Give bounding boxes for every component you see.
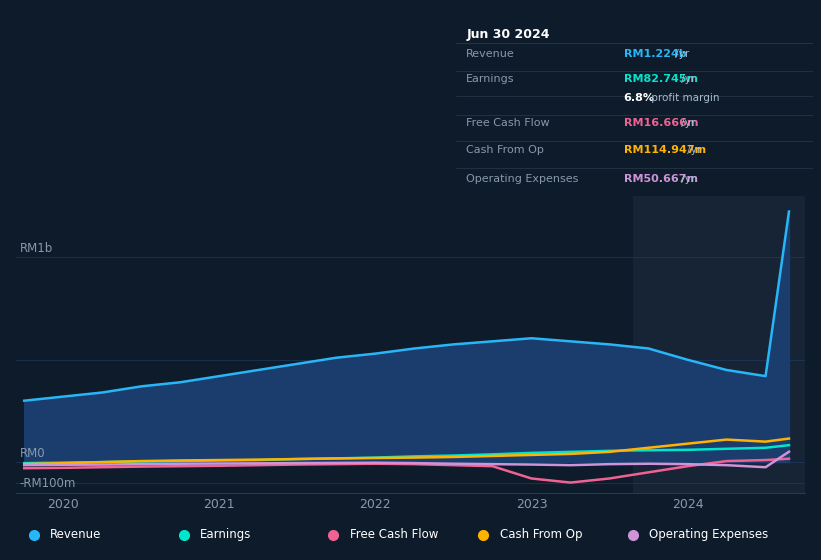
Text: RM50.667m: RM50.667m bbox=[623, 174, 698, 184]
Text: /yr: /yr bbox=[678, 118, 695, 128]
Text: Free Cash Flow: Free Cash Flow bbox=[350, 528, 438, 542]
Text: RM114.947m: RM114.947m bbox=[623, 146, 705, 155]
Text: Operating Expenses: Operating Expenses bbox=[649, 528, 768, 542]
Text: /yr: /yr bbox=[684, 146, 701, 155]
Text: Cash From Op: Cash From Op bbox=[499, 528, 582, 542]
Text: Earnings: Earnings bbox=[200, 528, 251, 542]
Text: -RM100m: -RM100m bbox=[20, 477, 76, 491]
Text: Earnings: Earnings bbox=[466, 74, 515, 84]
Text: Revenue: Revenue bbox=[50, 528, 102, 542]
Text: Free Cash Flow: Free Cash Flow bbox=[466, 118, 550, 128]
Bar bbox=[633, 196, 805, 493]
Text: RM16.666m: RM16.666m bbox=[623, 118, 698, 128]
Text: RM1b: RM1b bbox=[20, 242, 53, 255]
Text: Revenue: Revenue bbox=[466, 49, 515, 59]
Text: /yr: /yr bbox=[678, 74, 695, 84]
Text: Operating Expenses: Operating Expenses bbox=[466, 174, 579, 184]
Text: Jun 30 2024: Jun 30 2024 bbox=[466, 27, 550, 40]
Text: profit margin: profit margin bbox=[648, 93, 719, 103]
Text: RM0: RM0 bbox=[20, 447, 45, 460]
Text: RM1.224b: RM1.224b bbox=[623, 49, 686, 59]
Text: 6.8%: 6.8% bbox=[623, 93, 654, 103]
Text: /yr: /yr bbox=[678, 174, 695, 184]
Text: /yr: /yr bbox=[672, 49, 690, 59]
Text: Cash From Op: Cash From Op bbox=[466, 146, 544, 155]
Text: RM82.745m: RM82.745m bbox=[623, 74, 698, 84]
